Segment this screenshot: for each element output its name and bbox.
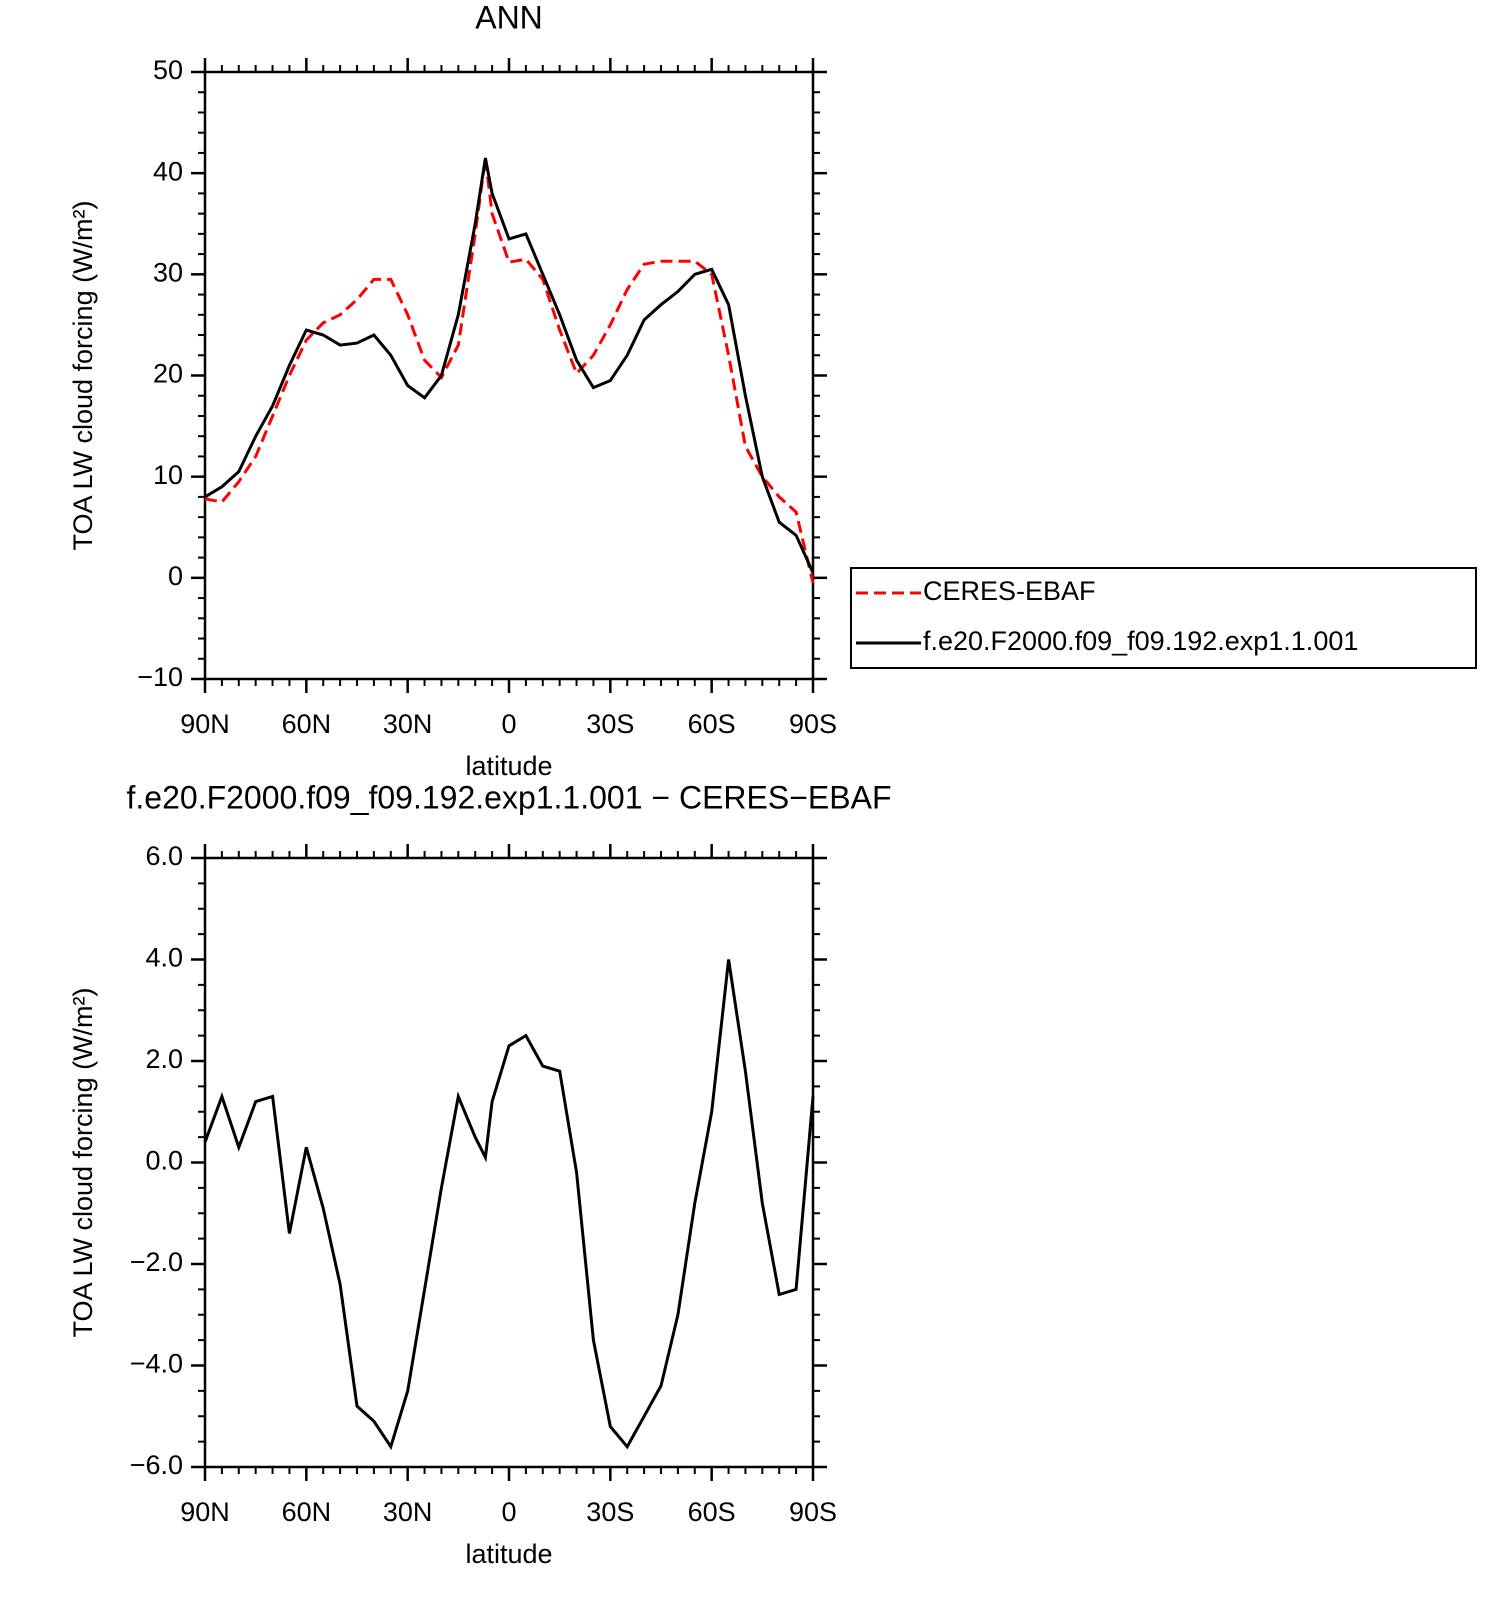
x-axis-label: latitude <box>465 1539 552 1569</box>
data-line <box>203 959 815 1451</box>
x-tick-label: 60S <box>688 709 736 739</box>
data-line <box>204 157 815 584</box>
plot-frame <box>203 856 815 1469</box>
y-tick-label: 50 <box>153 55 183 85</box>
x-tick-label: 90S <box>789 709 837 739</box>
y-tick-label: 4.0 <box>145 943 183 973</box>
y-tick-label: −10 <box>137 662 183 692</box>
y-tick-label: 20 <box>153 359 183 389</box>
y-tick-label: 6.0 <box>145 841 183 871</box>
y-tick-label: 30 <box>153 257 183 287</box>
y-tick-label: −6.0 <box>130 1450 183 1480</box>
chart-title: f.e20.F2000.f09_f09.192.exp1.1.001 − CER… <box>127 779 892 815</box>
y-tick-label: 40 <box>153 156 183 186</box>
x-tick-label: 60S <box>688 1497 736 1527</box>
x-axis-label: latitude <box>465 751 552 781</box>
legend-box <box>850 567 1477 669</box>
x-tick-label: 30N <box>383 1497 433 1527</box>
legend-label: CERES-EBAF <box>923 576 1096 606</box>
y-tick-label: 10 <box>153 460 183 490</box>
y-axis-label: TOA LW cloud forcing (W/m²) <box>68 200 98 550</box>
x-tick-label: 60N <box>282 709 332 739</box>
plot-frame <box>203 70 815 681</box>
x-tick-label: 0 <box>501 709 516 739</box>
x-tick-label: 90N <box>180 1497 230 1527</box>
x-tick-label: 60N <box>282 1497 332 1527</box>
x-tick-label: 0 <box>501 1497 516 1527</box>
y-tick-label: 0.0 <box>145 1146 183 1176</box>
legend-label: f.e20.F2000.f09_f09.192.exp1.1.001 <box>923 626 1358 656</box>
x-tick-label: 30N <box>383 709 433 739</box>
y-tick-label: −2.0 <box>130 1247 183 1277</box>
y-tick-label: 0 <box>168 561 183 591</box>
y-tick-label: −4.0 <box>130 1349 183 1379</box>
chart-title: ANN <box>475 0 543 35</box>
x-tick-label: 30S <box>586 1497 634 1527</box>
data-line <box>204 157 815 574</box>
y-axis-label: TOA LW cloud forcing (W/m²) <box>68 987 98 1337</box>
y-tick-label: 2.0 <box>145 1044 183 1074</box>
x-tick-label: 30S <box>586 709 634 739</box>
x-tick-label: 90S <box>789 1497 837 1527</box>
x-tick-label: 90N <box>180 709 230 739</box>
